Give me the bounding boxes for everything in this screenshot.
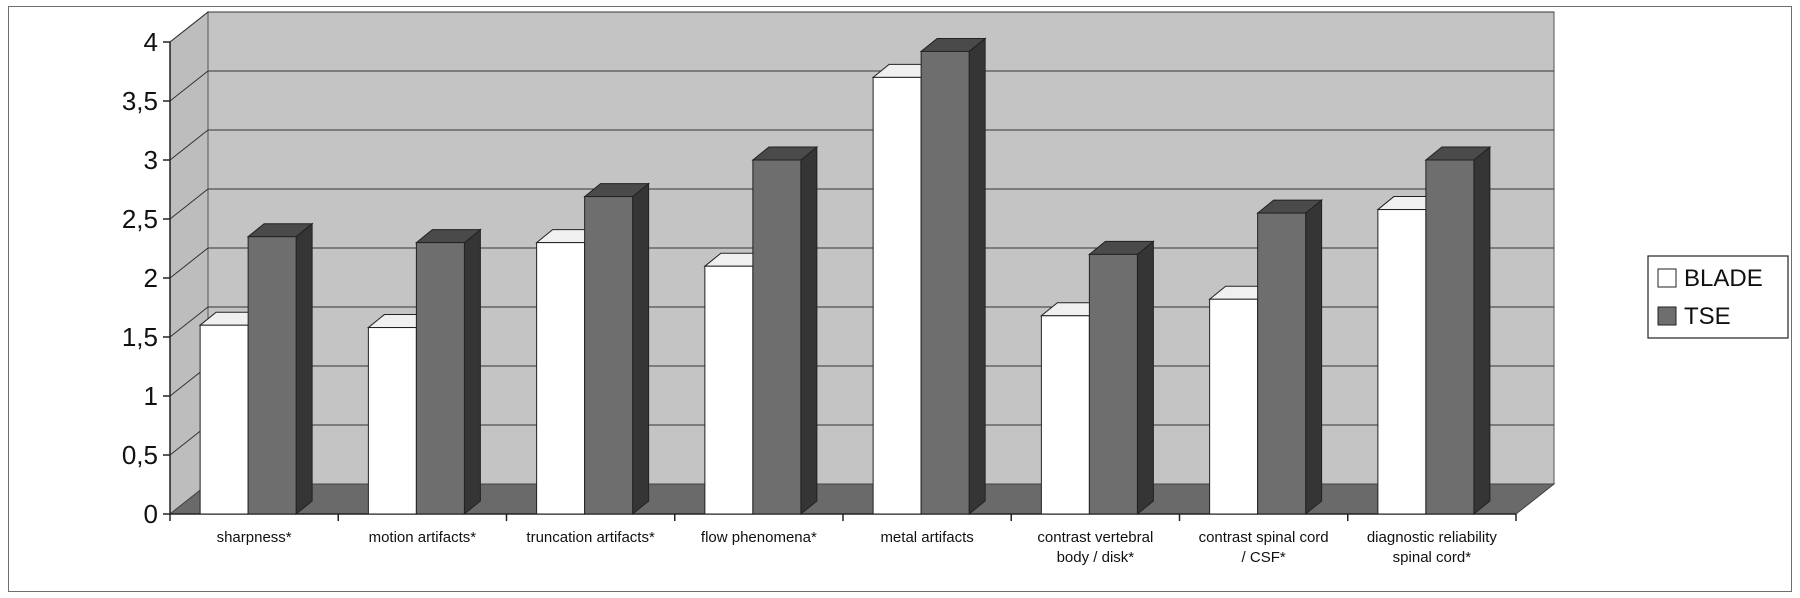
category-label: truncation artifacts*: [526, 529, 655, 546]
gridline: [169, 70, 1554, 102]
category-labels: sharpness* motion artifacts* truncation ar…: [217, 529, 1498, 566]
category-label-line: diagnostic reliability: [1367, 529, 1498, 546]
bar-blade: [872, 76, 922, 515]
category-label: contrast spinal cord / CSF*: [1199, 529, 1329, 566]
category-label-line: flow phenomena*: [701, 529, 817, 546]
bar-blade: [1209, 298, 1259, 515]
bar-tse: [1088, 253, 1138, 515]
category-label-line: body / disk*: [1057, 549, 1135, 566]
legend-label-blade: BLADE: [1684, 265, 1763, 292]
y-tick-labels: 0 0,5 1 1,5 2 2,5 3 3,5 4: [122, 27, 158, 529]
bar-side-tse: [463, 228, 481, 516]
bar-tse: [415, 242, 465, 515]
y-tick-label: 4: [144, 27, 158, 57]
category-label: motion artifacts*: [369, 529, 477, 546]
bar-blade: [1040, 315, 1090, 515]
legend: BLADE TSE: [1647, 255, 1789, 339]
legend-label-tse: TSE: [1684, 303, 1731, 330]
bar-blade: [1377, 209, 1427, 515]
category-label: flow phenomena*: [701, 529, 817, 546]
bar-side-tse: [1473, 145, 1491, 516]
gridline: [169, 188, 1554, 220]
y-tick-label: 0,5: [122, 440, 158, 470]
y-tick-label: 0: [144, 499, 158, 529]
category-label: metal artifacts: [880, 529, 973, 546]
y-tick-label: 3: [144, 145, 158, 175]
bar-tse: [1425, 159, 1475, 515]
bar-blade: [199, 324, 249, 515]
category-label-line: contrast vertebral: [1037, 529, 1153, 546]
category-label-line: metal artifacts: [880, 529, 973, 546]
bar-tse: [584, 196, 634, 515]
bar-blade: [704, 265, 754, 515]
bar-side-tse: [1136, 240, 1154, 516]
bar-tse: [247, 236, 297, 515]
category-label-line: motion artifacts*: [369, 529, 477, 546]
category-label: diagnostic reliability spinal cord*: [1367, 529, 1498, 566]
bar-side-tse: [800, 145, 818, 516]
category-label-line: spinal cord*: [1393, 549, 1472, 566]
gridline: [169, 129, 1554, 161]
legend-swatch-tse: [1657, 306, 1677, 326]
legend-swatch-blade: [1657, 268, 1677, 288]
category-label-line: / CSF*: [1242, 549, 1286, 566]
bar-tse: [920, 50, 970, 515]
bar-side-tse: [295, 222, 313, 516]
y-tick-label: 2,5: [122, 204, 158, 234]
gridline: [169, 11, 1554, 43]
category-label-line: sharpness*: [217, 529, 292, 546]
bar-side-tse: [1305, 199, 1323, 516]
category-label: sharpness*: [217, 529, 292, 546]
bar-blade: [367, 327, 417, 515]
y-tick-label: 1,5: [122, 322, 158, 352]
bar-blade: [536, 242, 586, 515]
category-label-line: truncation artifacts*: [526, 529, 655, 546]
bar-tse: [752, 159, 802, 515]
bars: [198, 37, 1492, 516]
bar-side-tse: [968, 37, 986, 516]
bar-tse: [1257, 212, 1307, 515]
bar-side-tse: [632, 182, 650, 516]
category-label-line: contrast spinal cord: [1199, 529, 1329, 546]
y-tick-label: 1: [144, 381, 158, 411]
y-tick-label: 2: [144, 263, 158, 293]
category-label: contrast vertebral body / disk*: [1037, 529, 1153, 566]
y-tick-label: 3,5: [122, 86, 158, 116]
